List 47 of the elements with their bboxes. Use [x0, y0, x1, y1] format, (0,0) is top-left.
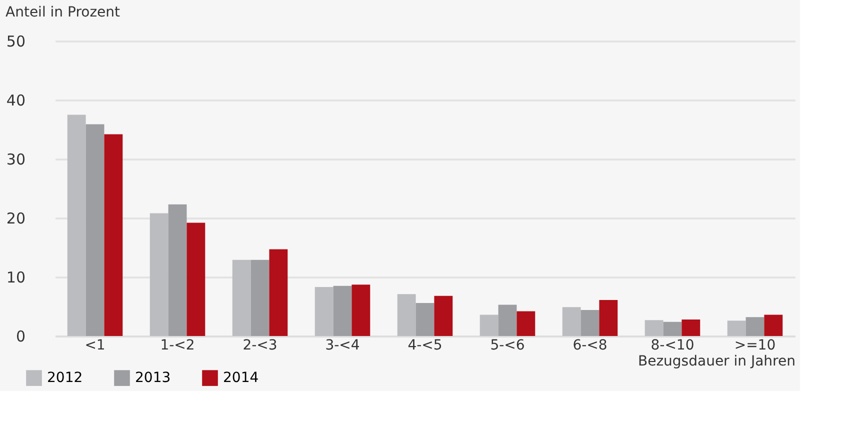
bar	[764, 314, 783, 336]
bar	[644, 320, 664, 336]
legend-label: 2014	[223, 370, 259, 386]
x-tick-label: 1-<2	[160, 338, 195, 354]
x-tick-label: 8-<10	[650, 338, 694, 354]
bar	[480, 314, 498, 336]
bar	[104, 134, 123, 336]
bar	[86, 124, 104, 336]
x-tick-label: <1	[84, 338, 106, 354]
legend-label: 2012	[47, 370, 83, 386]
bar	[562, 307, 581, 336]
bar	[67, 114, 86, 336]
bar	[416, 302, 434, 336]
x-tick-label: 6-<8	[572, 338, 608, 354]
x-tick-label: 5-<6	[490, 338, 525, 354]
legend-label: 2013	[135, 370, 171, 386]
bar	[498, 304, 517, 336]
bar	[580, 310, 600, 336]
bar	[434, 296, 453, 336]
bar	[232, 260, 251, 336]
bar	[682, 319, 700, 336]
y-tick-label: 30	[6, 150, 26, 168]
bar	[663, 322, 682, 336]
x-tick-label: 4-<5	[408, 338, 442, 354]
bar	[599, 300, 618, 336]
bar	[250, 260, 270, 336]
bar	[269, 249, 288, 336]
bar	[746, 317, 764, 336]
x-tick-label: >=10	[734, 338, 776, 354]
bar	[186, 222, 206, 336]
y-tick-label: 10	[6, 268, 26, 286]
y-axis-title: Anteil in Prozent	[6, 4, 121, 20]
y-tick-label: 0	[16, 328, 26, 346]
y-tick-label: 20	[6, 210, 26, 228]
bar	[352, 284, 370, 336]
bar	[727, 320, 746, 336]
bar	[168, 204, 187, 336]
bar	[516, 311, 536, 336]
x-tick-label: 2-<3	[242, 338, 278, 354]
bar	[150, 213, 168, 336]
x-tick-label: 3-<4	[325, 338, 360, 354]
bar	[397, 294, 416, 336]
x-axis-title: Bezugsdauer in Jahren	[638, 354, 796, 370]
y-tick-label: 50	[6, 32, 26, 50]
bar	[333, 286, 352, 336]
y-tick-label: 40	[6, 92, 26, 110]
bar	[314, 287, 334, 336]
